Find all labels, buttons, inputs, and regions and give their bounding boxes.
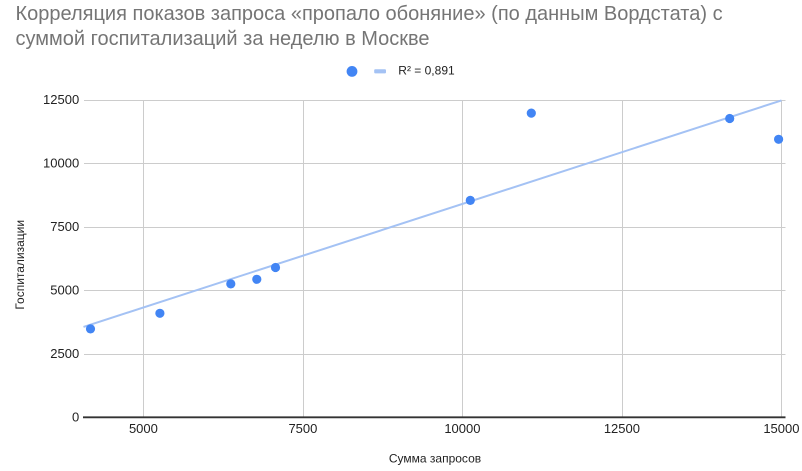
svg-text:суммой госпитализаций за недел: суммой госпитализаций за неделю в Москве (16, 28, 430, 50)
svg-text:10000: 10000 (444, 421, 480, 436)
svg-text:15000: 15000 (763, 421, 799, 436)
svg-text:12500: 12500 (604, 421, 640, 436)
svg-text:2500: 2500 (50, 346, 79, 361)
svg-text:7500: 7500 (50, 219, 79, 234)
svg-text:0: 0 (72, 409, 79, 424)
svg-text:Госпитализации: Госпитализации (13, 220, 27, 310)
svg-text:5000: 5000 (129, 421, 158, 436)
svg-text:Корреляция показов запроса «пр: Корреляция показов запроса «пропало обон… (16, 3, 723, 25)
svg-text:5000: 5000 (50, 283, 79, 298)
svg-text:7500: 7500 (288, 421, 317, 436)
svg-text:Сумма запросов: Сумма запросов (389, 452, 481, 466)
svg-text:10000: 10000 (43, 156, 79, 171)
svg-text:12500: 12500 (43, 92, 79, 107)
svg-text:R² = 0,891: R² = 0,891 (398, 64, 455, 78)
